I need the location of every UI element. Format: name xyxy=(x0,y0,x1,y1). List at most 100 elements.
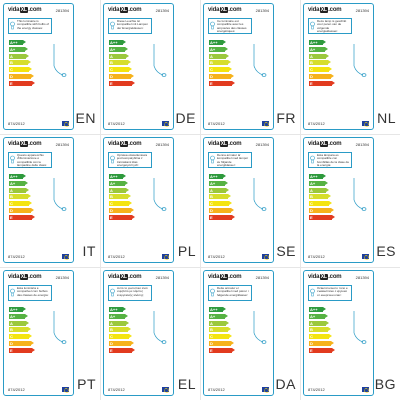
bulb-icon xyxy=(110,288,115,297)
energy-class-bar: B xyxy=(209,327,230,333)
energy-class-bar: C xyxy=(309,201,332,207)
language-code: BG xyxy=(374,376,396,392)
energy-class-bar: A++ xyxy=(209,174,226,179)
brand-text-x: XL xyxy=(319,141,328,147)
brand-logo: vida XL .com xyxy=(308,141,342,147)
language-code: ES xyxy=(376,243,396,259)
model-code: 281394 xyxy=(55,8,69,13)
energy-class-scale: A++ A+ A B C D E xyxy=(109,307,135,355)
energy-class-bar: E xyxy=(309,214,335,220)
compatibility-statement-box: Ce luminaire est compatible avec les amp… xyxy=(208,18,252,34)
regulation-number: 874/2012 xyxy=(8,254,25,259)
energy-label-card: vida XL .com 281394 Dette armatur er kompa… xyxy=(203,270,274,396)
energy-class-bar: A++ xyxy=(9,307,26,312)
energy-label-card: vida XL .com 281394 Осветителното тяло е с… xyxy=(303,270,374,396)
brand-text-x: XL xyxy=(319,274,328,280)
energy-class-bar: B xyxy=(9,194,30,200)
energy-class-bar: A++ xyxy=(9,174,26,179)
energy-class-bar: B xyxy=(309,194,330,200)
regulation-number: 874/2012 xyxy=(208,387,225,392)
energy-class-bar: B xyxy=(109,60,130,66)
eu-flag-icon xyxy=(362,254,369,260)
energy-label-cell: vida XL .com 281394 Oprawa oświetleniowa j… xyxy=(100,134,200,267)
brand-text-before: vida xyxy=(108,274,120,280)
energy-class-bar: C xyxy=(209,334,232,340)
pendant-lamp-icon xyxy=(253,311,267,344)
brand-text-after: .com xyxy=(28,141,42,147)
compatibility-text: Αυτό το φωτιστικό είναι συμβατό με λάμπε… xyxy=(117,287,148,297)
language-code: PT xyxy=(77,376,96,392)
pendant-lamp-icon xyxy=(53,311,67,344)
compatibility-statement-box: Deze lamp is geschikt voor peren van de … xyxy=(308,18,352,34)
brand-text-after: .com xyxy=(128,274,142,280)
regulation-number: 874/2012 xyxy=(8,387,25,392)
energy-class-bar: C xyxy=(209,67,232,73)
regulation-number: 874/2012 xyxy=(208,121,225,126)
energy-class-bar: B xyxy=(109,327,130,333)
pendant-lamp-icon xyxy=(253,44,267,77)
compatibility-statement-box: Esta lámpara es compatible con bombillas… xyxy=(308,152,352,168)
energy-class-bar: B xyxy=(209,60,230,66)
language-code: EN xyxy=(75,110,96,126)
bulb-icon xyxy=(310,288,315,297)
brand-text-after: .com xyxy=(128,141,142,147)
grid-divider xyxy=(100,0,101,400)
regulation-number: 874/2012 xyxy=(108,121,125,126)
energy-class-scale: A++ A+ A B C D E xyxy=(209,174,235,222)
bulb-icon xyxy=(210,155,215,164)
regulation-number: 874/2012 xyxy=(308,387,325,392)
energy-class-bar: A++ xyxy=(109,40,126,45)
energy-class-scale: A++ A+ A B C D E xyxy=(9,174,35,222)
brand-text-x: XL xyxy=(119,141,128,147)
model-code: 281394 xyxy=(255,8,269,13)
energy-class-bar: C xyxy=(109,201,132,207)
compatibility-statement-box: Diese Leuchte ist kompatibel mit Lampen … xyxy=(108,18,152,34)
brand-text-after: .com xyxy=(228,141,242,147)
energy-class-bar: A+ xyxy=(209,180,227,186)
energy-class-bar: D xyxy=(209,73,233,79)
energy-class-bar: D xyxy=(109,73,133,79)
brand-text-before: vida xyxy=(108,7,120,13)
energy-class-bar: A+ xyxy=(9,180,27,186)
energy-label-cell: vida XL .com 281394 Esta luminária é compa… xyxy=(0,267,100,400)
pendant-lamp-icon xyxy=(153,44,167,77)
language-code: NL xyxy=(377,110,396,126)
brand-text-x: XL xyxy=(119,274,128,280)
compatibility-text: Oprawa oświetleniowa jest kompatybilna z… xyxy=(117,154,148,167)
energy-class-bar: D xyxy=(209,207,233,213)
brand-text-before: vida xyxy=(308,274,320,280)
regulation-number: 874/2012 xyxy=(308,121,325,126)
bulb-icon xyxy=(110,155,115,164)
energy-class-bar: A xyxy=(9,187,29,193)
compatibility-text: Diese Leuchte ist kompatibel mit Lampen … xyxy=(117,20,149,30)
language-code: DA xyxy=(275,376,296,392)
regulation-number: 874/2012 xyxy=(308,254,325,259)
brand-text-before: vida xyxy=(108,141,120,147)
energy-class-bar: A+ xyxy=(9,313,27,319)
bulb-icon xyxy=(310,21,315,30)
energy-class-bar: A xyxy=(209,320,229,326)
energy-class-bar: D xyxy=(109,340,133,346)
regulation-number: 874/2012 xyxy=(108,254,125,259)
energy-class-bar: A++ xyxy=(109,174,126,179)
compatibility-text: Осветителното тяло е съвместимо с крушки… xyxy=(317,287,348,297)
energy-class-bar: A++ xyxy=(209,307,226,312)
energy-class-bar: E xyxy=(9,80,35,86)
brand-logo: vida XL .com xyxy=(8,274,42,280)
energy-class-bar: A xyxy=(109,320,129,326)
energy-class-scale: A++ A+ A B C D E xyxy=(309,40,335,88)
brand-text-after: .com xyxy=(328,141,342,147)
eu-flag-icon xyxy=(362,387,369,393)
energy-label-cell: vida XL .com 281394 Ce luminaire est compa… xyxy=(200,0,300,134)
energy-label-cell: vida XL .com 281394 Осветителното тяло е с… xyxy=(300,267,400,400)
brand-text-after: .com xyxy=(28,7,42,13)
grid-divider xyxy=(0,134,400,135)
energy-label-cell: vida XL .com 281394 Dette armatur er kompa… xyxy=(200,267,300,400)
energy-class-bar: D xyxy=(309,207,333,213)
energy-class-bar: A+ xyxy=(109,46,127,52)
energy-class-bar: C xyxy=(309,334,332,340)
pendant-lamp-icon xyxy=(353,44,367,77)
energy-label-card: vida XL .com 281394 Oprawa oświetleniowa j… xyxy=(103,137,174,263)
compatibility-statement-box: Dette armatur er kompatibel med pærer i … xyxy=(208,285,252,301)
language-code: PL xyxy=(177,243,196,259)
